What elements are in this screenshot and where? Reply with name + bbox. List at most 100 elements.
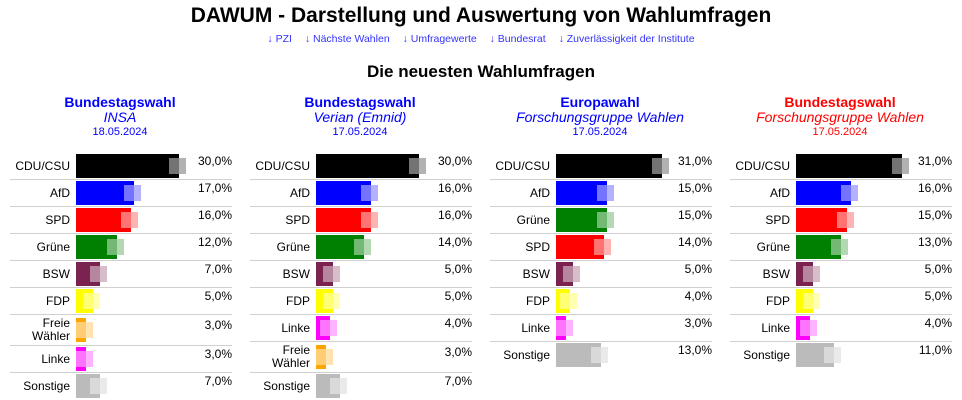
result-bar [76,181,135,205]
result-row: SPD 16,0% [250,207,472,234]
result-bar [556,235,605,259]
bar-range-outer [840,239,848,255]
bar-area: 14,0% [556,235,712,259]
bar-range-outer [326,349,334,365]
bar-area: 5,0% [316,289,472,313]
result-bar [796,289,814,313]
bar-range-outer [569,293,577,309]
result-row: FDP 4,0% [490,288,712,315]
result-row: CDU/CSU 31,0% [730,153,952,180]
bar-area: 3,0% [76,347,232,371]
bar-area: 3,0% [556,316,712,340]
result-value: 7,0% [204,262,232,276]
result-bar [76,208,131,232]
result-value: 5,0% [684,262,712,276]
result-value: 13,0% [677,343,712,357]
poll-date: 17.05.2024 [332,126,388,138]
party-label: Sonstige [23,378,70,393]
result-row: BSW 5,0% [730,261,952,288]
nav-links: ↓ PZI ↓ Nächste Wahlen ↓ Umfragewerte ↓ … [0,33,962,45]
party-label: AfD [49,185,70,200]
bar-range-outer [178,158,186,174]
bar-range-outer [662,158,670,174]
party-label: AfD [529,185,550,200]
result-bar [76,347,87,371]
bar-range-inner [840,185,851,201]
link-umfragewerte[interactable]: ↓ Umfragewerte [402,33,477,45]
bar-area: 5,0% [796,262,952,286]
bar-range-inner [323,266,334,282]
bar-range-inner [594,239,605,255]
result-value: 16,0% [197,208,232,222]
bar-range-outer [93,293,101,309]
poll-election-title: Bundestagswahl [784,94,896,110]
result-bar [76,374,100,398]
bar-area: 15,0% [556,181,712,205]
poll-results: CDU/CSU 30,0% AfD 16,0% SPD 16,0% Grüne 14,0% BS… [250,153,472,399]
result-value: 31,0% [917,154,952,168]
bar-range-outer [340,378,347,394]
bar-range-inner [107,239,118,255]
party-label: FDP [46,293,70,308]
bar-range-outer [100,378,107,394]
bar-area: 30,0% [76,154,232,178]
bar-range-inner [90,266,100,282]
result-value: 30,0% [197,154,232,168]
result-bar [316,374,340,398]
link-zuverlaessigkeit[interactable]: ↓ Zuverlässigkeit der Institute [558,33,695,45]
result-row: Grüne 15,0% [490,207,712,234]
bar-area: 17,0% [76,181,232,205]
link-naechste-wahlen[interactable]: ↓ Nächste Wahlen [304,33,390,45]
bar-area: 13,0% [796,235,952,259]
result-bar [316,154,419,178]
bar-area: 4,0% [316,316,472,340]
result-value: 5,0% [924,262,952,276]
result-row: FDP 5,0% [730,288,952,315]
poll-date: 18.05.2024 [92,126,148,138]
bar-range-outer [100,266,107,282]
result-bar [76,235,118,259]
bar-area: 16,0% [76,208,232,232]
party-label: FDP [766,293,790,308]
result-bar [796,154,903,178]
bar-range-inner [823,347,834,363]
bar-range-outer [809,320,817,336]
result-row: Grüne 13,0% [730,234,952,261]
bar-range-outer [86,322,94,338]
result-value: 16,0% [437,208,472,222]
bar-range-inner [652,158,663,174]
bar-range-outer [850,185,858,201]
result-row: AfD 16,0% [250,180,472,207]
bar-range-inner [563,266,574,282]
result-value: 31,0% [677,154,712,168]
link-bundesrat[interactable]: ↓ Bundesrat [489,33,546,45]
result-row: AfD 15,0% [490,180,712,207]
poll-institute: Forschungsgruppe Wahlen [756,109,924,125]
result-bar [76,154,179,178]
party-label: BSW [42,266,70,281]
poll-panel: Bundestagswahl Verian (Emnid) 17.05.2024 CD… [240,95,480,399]
poll-election-title: Bundestagswahl [64,94,176,110]
bar-range-inner [319,320,330,336]
result-bar [316,208,371,232]
bar-range-inner [76,351,87,367]
party-label: CDU/CSU [735,158,790,173]
link-pzi[interactable]: ↓ PZI [267,33,292,45]
result-value: 14,0% [437,235,472,249]
result-bar [316,181,371,205]
bar-range-outer [813,293,821,309]
poll-institute: INSA [103,109,137,125]
party-label: FDP [286,293,310,308]
result-bar [316,345,327,369]
result-row: Linke 3,0% [490,315,712,342]
result-row: Sonstige 7,0% [10,373,232,399]
party-label: Linke [281,320,310,335]
result-value: 4,0% [444,316,472,330]
bar-area: 15,0% [796,208,952,232]
party-label: CDU/CSU [495,158,550,173]
bar-range-inner [360,185,371,201]
bar-range-outer [418,158,426,174]
result-value: 14,0% [677,235,712,249]
result-bar [556,289,570,313]
bar-area: 4,0% [796,316,952,340]
